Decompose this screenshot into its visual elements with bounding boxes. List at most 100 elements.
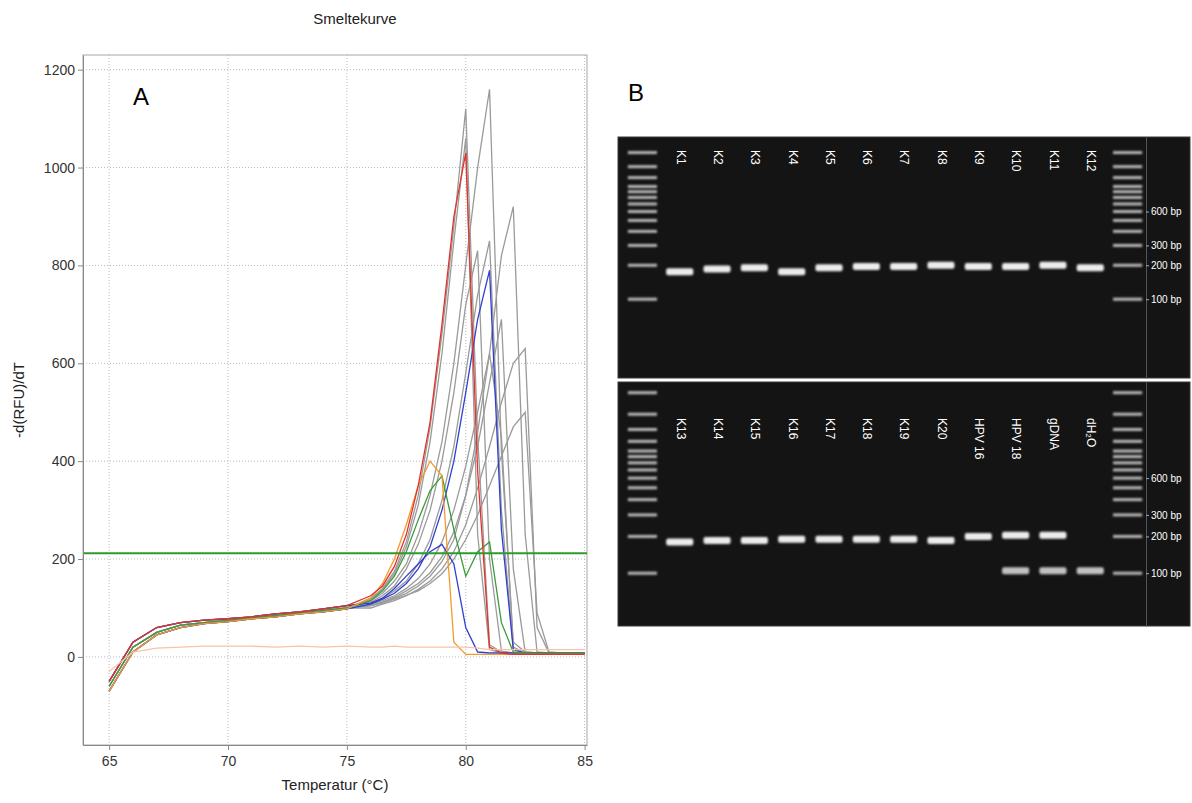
dna-band	[666, 268, 693, 275]
tick-label: 600	[52, 355, 76, 371]
melt-curve	[109, 109, 584, 691]
lane-label: K16	[786, 418, 800, 440]
ladder-band	[1113, 413, 1142, 416]
tick-mark	[78, 168, 83, 169]
lane-label: K20	[935, 418, 949, 440]
lane-label: K7	[897, 150, 911, 165]
ladder-band	[628, 455, 657, 458]
lane-label: K12	[1084, 150, 1098, 172]
ladder-band	[628, 450, 657, 453]
y-tick: 0	[67, 649, 83, 665]
lane-label: K9	[972, 150, 986, 165]
lane-labels: K1K2K3K4K5K6K7K8K9K10K11K12	[674, 150, 1099, 172]
y-tick: 400	[52, 453, 83, 469]
grid-line	[83, 363, 587, 364]
ladder-band	[1113, 455, 1142, 458]
dna-band	[815, 536, 842, 543]
ladder-band	[1113, 151, 1142, 154]
lane-label: K5	[823, 150, 837, 165]
melt-curve	[109, 270, 584, 691]
ladder-band	[628, 486, 657, 489]
lane-label: K11	[1047, 150, 1061, 171]
dna-band	[704, 266, 731, 273]
x-axis: 6570758085	[84, 745, 594, 769]
ladder-band	[628, 440, 657, 443]
ladder-band	[1113, 513, 1142, 516]
ladder-band	[628, 428, 657, 431]
dna-band	[853, 263, 880, 270]
ladder-band	[1113, 535, 1142, 538]
melt-curve	[109, 251, 584, 682]
axis-line	[1146, 138, 1147, 379]
y-tick: 200 bp	[1146, 260, 1182, 271]
tick-label: 100 bp	[1151, 568, 1182, 579]
y-tick: 1000	[44, 160, 83, 176]
tick-mark	[78, 265, 83, 266]
lane-label: K3	[748, 150, 762, 165]
tick-label: 0	[67, 649, 75, 665]
lane-label: K4	[786, 150, 800, 165]
axis-title: Temperatur (°C)	[282, 776, 389, 793]
tick-mark	[1146, 245, 1149, 246]
y-tick: 100 bp	[1146, 294, 1182, 305]
tick-label: 85	[577, 753, 593, 769]
x-tick: 85	[577, 745, 593, 769]
dna-band	[1077, 567, 1104, 574]
tick-label: 200	[52, 551, 76, 567]
lane-label: dH₂O	[1084, 418, 1098, 447]
ladder-band	[628, 196, 657, 199]
tick-mark	[228, 745, 229, 750]
grid-line	[346, 55, 347, 745]
ladder-band	[1113, 461, 1142, 464]
panel-label: B	[628, 79, 644, 106]
chart-title: Smeltekurve	[313, 10, 396, 27]
grid-line	[584, 55, 585, 745]
plot-frame	[83, 55, 587, 745]
grid-line	[83, 559, 587, 560]
lane-labels: K13K14K15K16K17K18K19K20HPV 16HPV 18gDNA…	[674, 418, 1099, 460]
dna-band	[853, 536, 880, 543]
tick-mark	[78, 461, 83, 462]
dna-band	[1039, 262, 1066, 269]
tick-mark	[1146, 478, 1149, 479]
tick-mark	[1146, 212, 1149, 213]
ladder-band	[628, 572, 657, 575]
tick-label: 300 bp	[1151, 510, 1182, 521]
ladder-band	[1113, 230, 1142, 233]
tick-mark	[1146, 573, 1149, 574]
ladder-band	[1113, 176, 1142, 179]
axis-title: -d(RFU)/dT	[10, 362, 27, 438]
dna-band	[965, 533, 992, 540]
gel-background	[618, 382, 1190, 626]
ladder-band	[1113, 486, 1142, 489]
lane-label: K13	[674, 418, 688, 440]
ladder-band	[628, 513, 657, 516]
ladder-band	[1113, 298, 1142, 301]
dna-band	[1002, 532, 1029, 539]
ladder-band	[1113, 185, 1142, 188]
melt-curve	[109, 646, 584, 671]
gel-lanes	[628, 137, 1142, 301]
ladder-band	[628, 264, 657, 267]
lane-label: K1	[674, 150, 688, 165]
tick-mark	[1146, 299, 1149, 300]
ladder-band	[1113, 165, 1142, 168]
melt-curve	[109, 354, 584, 692]
lane-label: HPV 16	[972, 418, 986, 460]
dna-band	[1039, 567, 1066, 574]
melt-curve	[109, 544, 584, 681]
ladder-band	[628, 230, 657, 233]
ladder-band	[628, 461, 657, 464]
grid	[83, 55, 587, 745]
grid-line	[83, 461, 587, 462]
tick-label: 65	[102, 753, 118, 769]
lane-label: gDNA	[1047, 418, 1061, 450]
grid-line	[109, 55, 110, 745]
gel: K1K2K3K4K5K6K7K8K9K10K11K12600 bp300 bp2…	[618, 79, 1190, 379]
dna-band	[778, 536, 805, 543]
y-axis: 600 bp300 bp200 bp100 bp	[1146, 138, 1182, 379]
y-tick: 200 bp	[1146, 531, 1182, 542]
dna-band	[741, 264, 768, 271]
threshold-line	[83, 552, 587, 554]
melt-curve	[109, 461, 584, 691]
